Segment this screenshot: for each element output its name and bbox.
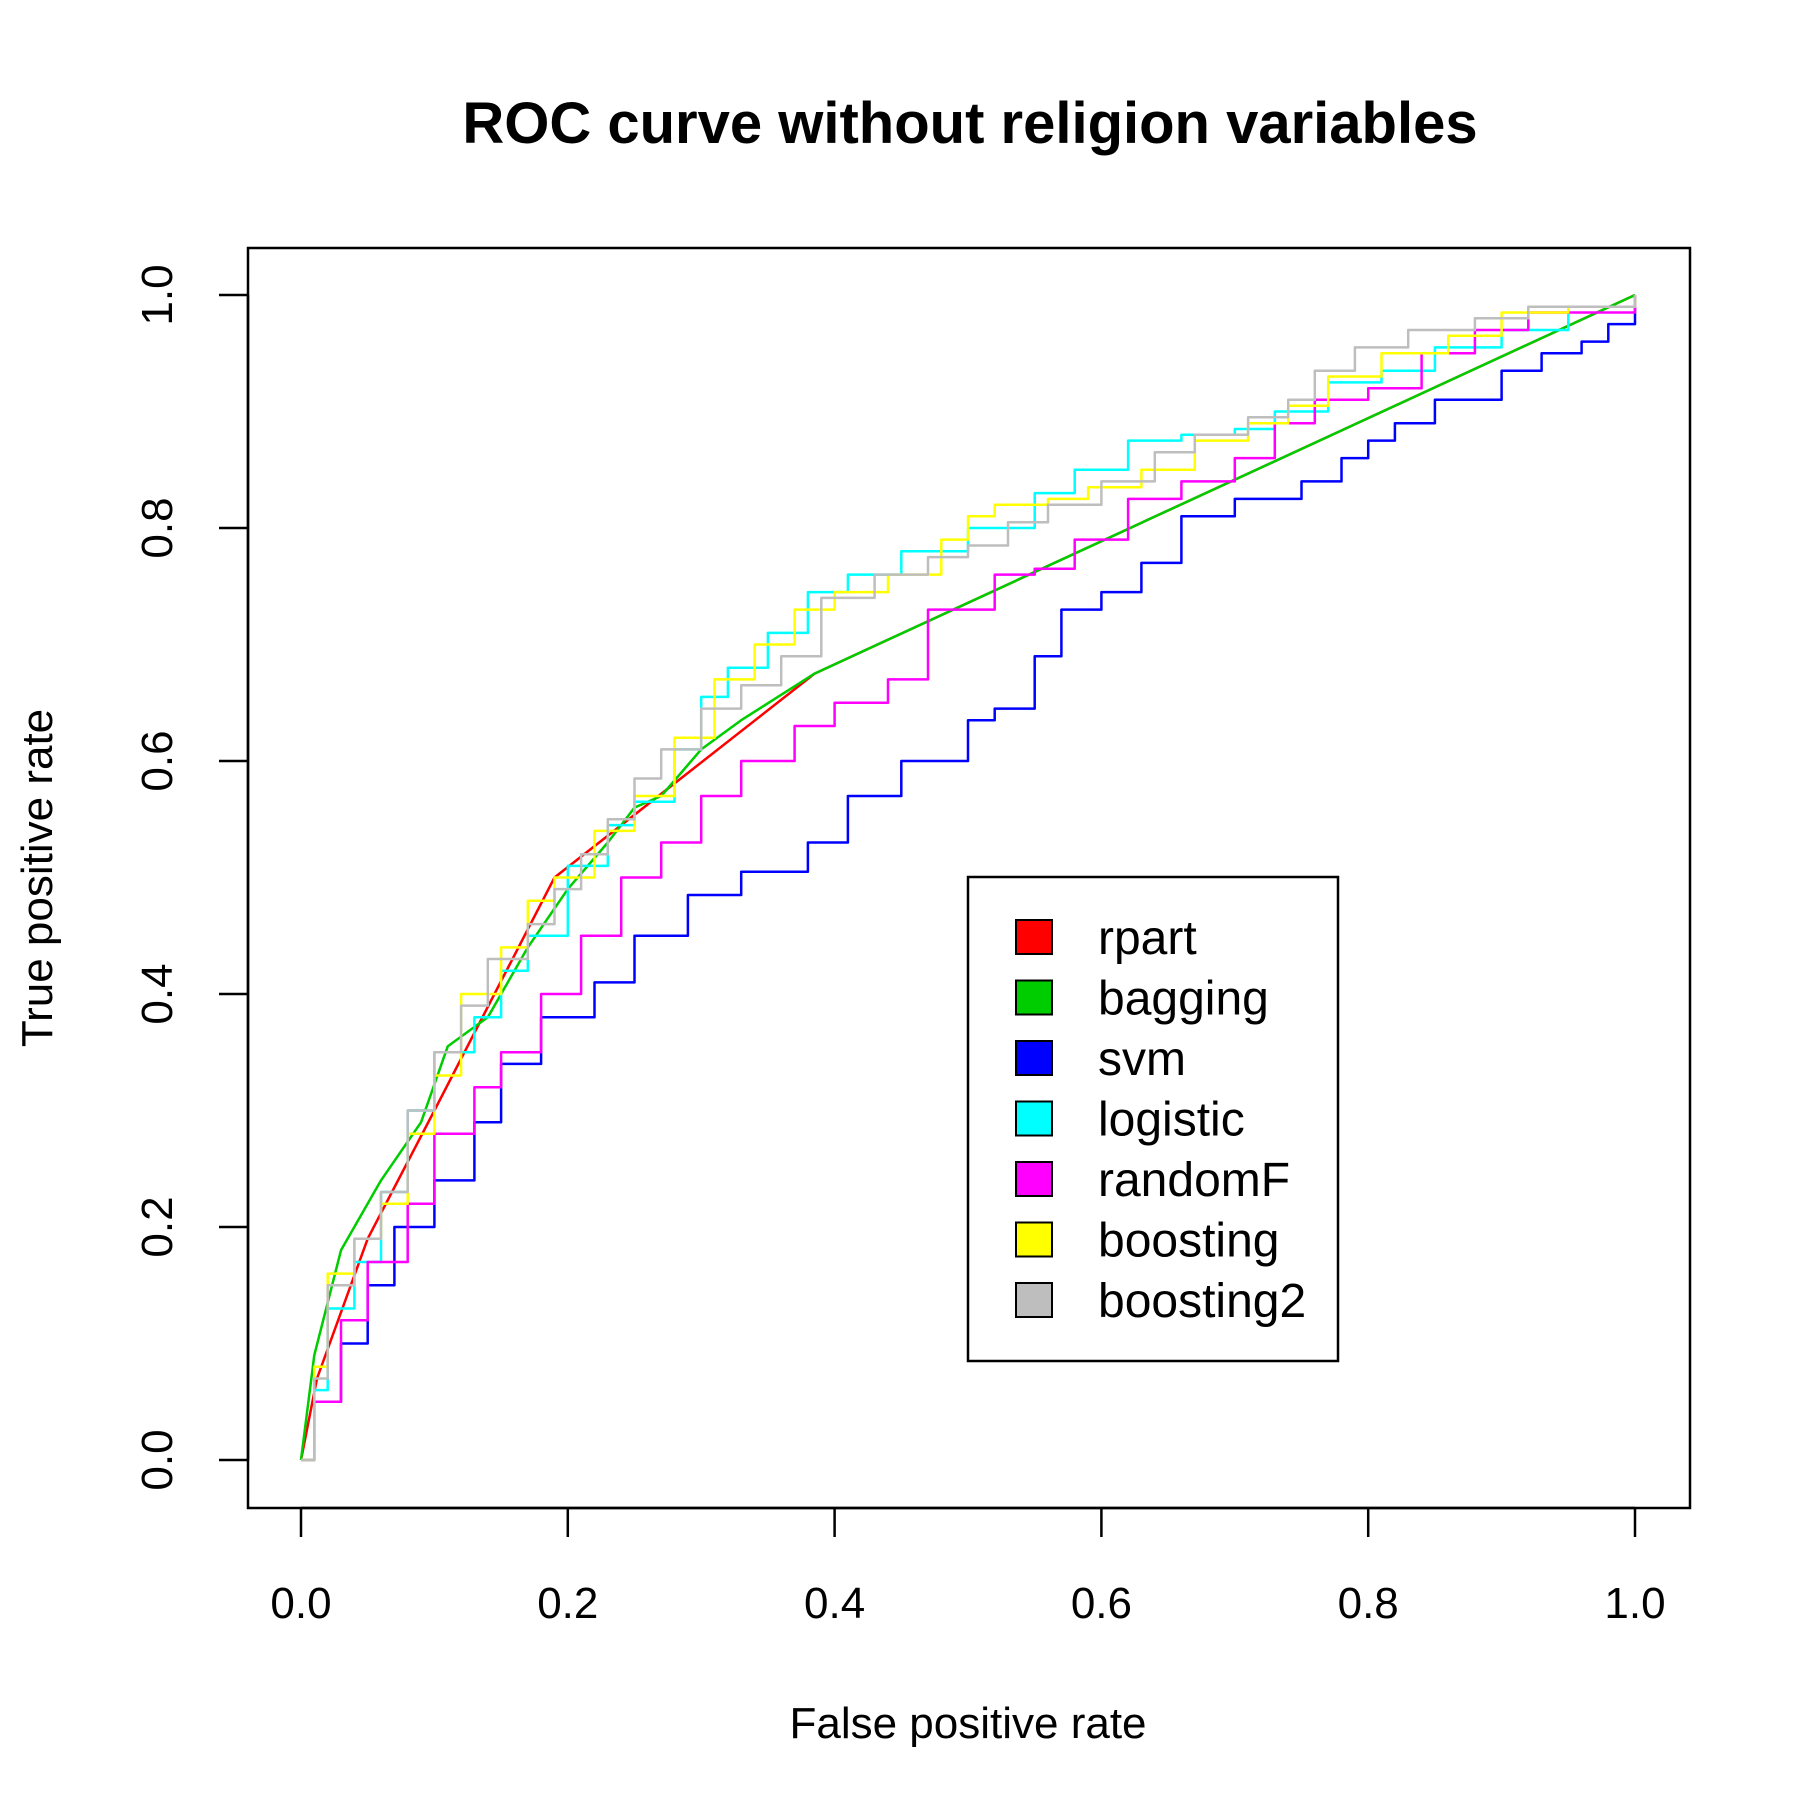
series-layer [299, 293, 1637, 1462]
legend-swatch-rpart [1015, 919, 1053, 955]
x-axis: 0.0 0.2 0.4 0.6 0.8 1.0 [270, 1506, 1666, 1628]
y-axis-label: True positive rate [13, 709, 62, 1047]
legend-swatch-bagging [1015, 979, 1053, 1016]
y-axis: 0.0 0.2 0.4 0.6 0.8 1.0 [133, 264, 250, 1491]
legend-swatch-boosting2 [1015, 1282, 1053, 1318]
legend: rpart bagging svm logistic randomF boosting bo… [966, 875, 1340, 1363]
series-line-svm [301, 295, 1637, 1462]
series-line-bagging [299, 293, 1636, 1461]
legend-label-logistic: logistic [1098, 1094, 1245, 1147]
legend-swatch-boosting [1015, 1221, 1053, 1258]
y-tick-label: 0.2 [133, 1196, 182, 1257]
legend-label-svm: svm [1098, 1033, 1186, 1086]
x-tick-label: 0.8 [1338, 1579, 1399, 1628]
x-tick-label: 0.2 [537, 1579, 598, 1628]
series-line-boosting [301, 295, 1637, 1462]
legend-label-randomF: randomF [1098, 1154, 1290, 1207]
legend-label-boosting2: boosting2 [1098, 1275, 1306, 1328]
chart-title: ROC curve without religion variables [462, 91, 1477, 156]
x-tick-label: 0.6 [1071, 1579, 1132, 1628]
x-tick-label: 0.0 [270, 1579, 331, 1628]
y-tick-label: 0.8 [133, 497, 182, 558]
legend-label-rpart: rpart [1098, 912, 1197, 965]
legend-swatch-svm [1015, 1040, 1053, 1076]
legend-label-boosting: boosting [1098, 1215, 1279, 1268]
series-line-boosting2 [301, 295, 1637, 1462]
y-tick-label: 0.4 [133, 963, 182, 1024]
x-tick-label: 0.4 [804, 1579, 865, 1628]
legend-label-bagging: bagging [1098, 973, 1269, 1026]
y-tick-label: 0.0 [133, 1429, 182, 1490]
legend-swatch-randomF [1015, 1161, 1053, 1197]
x-axis-label: False positive rate [789, 1699, 1146, 1748]
y-tick-label: 0.6 [133, 730, 182, 791]
y-tick-label: 1.0 [133, 264, 182, 325]
legend-swatch-logistic [1015, 1100, 1053, 1137]
x-tick-label: 1.0 [1604, 1579, 1665, 1628]
